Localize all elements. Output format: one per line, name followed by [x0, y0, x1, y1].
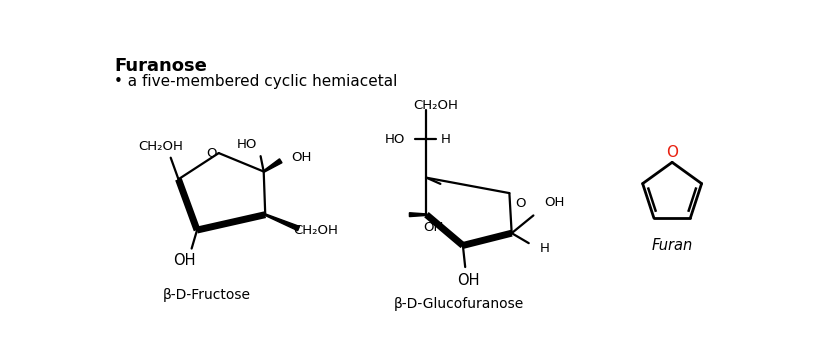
- Text: H: H: [440, 133, 450, 146]
- Text: O: O: [515, 197, 526, 211]
- Text: CH₂OH: CH₂OH: [293, 223, 337, 237]
- Text: Furan: Furan: [651, 238, 692, 253]
- Text: O: O: [206, 147, 217, 160]
- Text: Furanose: Furanose: [114, 57, 206, 75]
- Text: H: H: [539, 242, 549, 255]
- Polygon shape: [263, 159, 282, 172]
- Text: OH: OH: [173, 253, 196, 268]
- Text: OH: OH: [423, 221, 443, 234]
- Polygon shape: [409, 213, 426, 217]
- Text: OH: OH: [291, 151, 311, 164]
- Text: O: O: [665, 145, 677, 160]
- Text: HO: HO: [384, 133, 405, 146]
- Text: β-D-Fructose: β-D-Fructose: [163, 288, 251, 302]
- Text: CH₂OH: CH₂OH: [138, 140, 183, 154]
- Text: CH₂OH: CH₂OH: [413, 99, 458, 112]
- Text: • a five-membered cyclic hemiacetal: • a five-membered cyclic hemiacetal: [114, 74, 397, 89]
- Polygon shape: [265, 214, 299, 231]
- Text: β-D-Glucofuranose: β-D-Glucofuranose: [393, 297, 523, 311]
- Text: OH: OH: [456, 274, 479, 289]
- Text: HO: HO: [237, 138, 257, 151]
- Text: OH: OH: [544, 196, 564, 209]
